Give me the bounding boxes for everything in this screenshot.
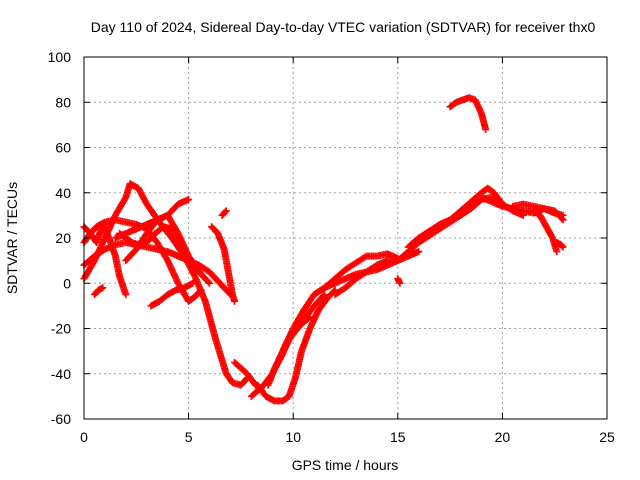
y-tick-label: 0 bbox=[63, 275, 71, 291]
data-point bbox=[196, 287, 204, 295]
y-tick-label: -60 bbox=[51, 411, 71, 427]
y-tick-label: -20 bbox=[51, 321, 71, 337]
y-tick-label: 40 bbox=[55, 185, 71, 201]
data-point bbox=[361, 253, 369, 261]
y-tick-label: 60 bbox=[55, 140, 71, 156]
x-tick-label: 10 bbox=[285, 429, 301, 445]
data-point bbox=[206, 279, 214, 287]
series-arc-26 bbox=[446, 94, 490, 133]
series-arc-8 bbox=[147, 279, 197, 310]
data-point bbox=[250, 380, 258, 388]
y-tick-label: 20 bbox=[55, 230, 71, 246]
data-point bbox=[305, 314, 313, 322]
data-point bbox=[558, 242, 566, 250]
data-point bbox=[189, 279, 197, 287]
data-points bbox=[80, 94, 567, 405]
grid bbox=[84, 57, 607, 419]
series-arc-14 bbox=[254, 286, 339, 405]
data-point bbox=[558, 215, 566, 223]
data-point bbox=[221, 208, 229, 216]
data-point bbox=[231, 297, 239, 305]
x-axis-label: GPS time / hours bbox=[292, 457, 399, 473]
y-tick-label: 100 bbox=[48, 49, 72, 65]
data-point bbox=[222, 207, 230, 215]
data-point bbox=[415, 248, 423, 256]
series-arc-7 bbox=[122, 211, 214, 287]
data-point bbox=[396, 279, 404, 287]
y-tick-label: -40 bbox=[51, 366, 71, 382]
series-arc-10 bbox=[208, 223, 239, 305]
data-point bbox=[204, 278, 212, 286]
series-arc-22 bbox=[509, 200, 567, 224]
series-arc-17 bbox=[310, 250, 402, 299]
data-point bbox=[553, 248, 561, 256]
data-point bbox=[306, 313, 314, 321]
y-axis-label: SDTVAR / TECUs bbox=[4, 182, 20, 294]
data-point bbox=[99, 284, 107, 292]
x-tick-label: 25 bbox=[599, 429, 615, 445]
axis-ticks: 0 5 10 15 20 25 -60 -40 -20 0 20 40 60 80 100 bbox=[48, 49, 615, 445]
data-point bbox=[185, 196, 193, 204]
x-tick-label: 15 bbox=[390, 429, 406, 445]
data-point bbox=[121, 195, 129, 203]
series-arc-9 bbox=[90, 284, 107, 299]
series-arc-24 bbox=[553, 239, 567, 251]
x-tick-label: 20 bbox=[495, 429, 511, 445]
data-point bbox=[122, 291, 130, 299]
series-arc-25 bbox=[394, 275, 404, 287]
x-tick-label: 5 bbox=[185, 429, 193, 445]
chart-title: Day 110 of 2024, Sidereal Day-to-day VTE… bbox=[91, 19, 596, 35]
series-arc-11 bbox=[218, 207, 230, 219]
series-arc-12 bbox=[231, 358, 260, 389]
data-point bbox=[482, 125, 490, 133]
data-point bbox=[559, 243, 567, 251]
data-point bbox=[559, 216, 567, 224]
x-tick-label: 0 bbox=[80, 429, 88, 445]
y-tick-label: 80 bbox=[55, 94, 71, 110]
data-point bbox=[197, 286, 205, 294]
